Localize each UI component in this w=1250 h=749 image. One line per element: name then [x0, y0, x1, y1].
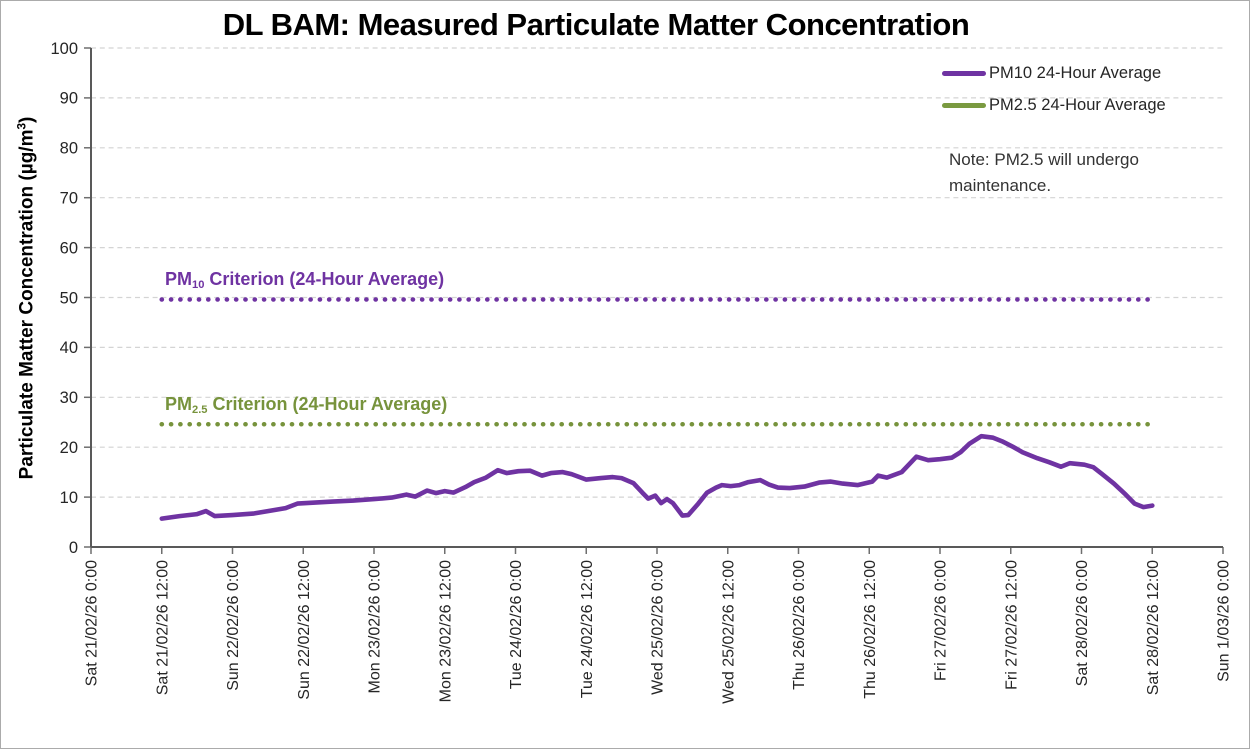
x-tick-label: Tue 24/02/26 0:00: [508, 560, 525, 689]
y-tick-label: 100: [50, 40, 78, 58]
y-tick-labels: 0 10 20 30 40 50 60 70 80 90 100: [50, 40, 78, 557]
pm25-criterion-rest: Criterion (24-Hour Average): [207, 394, 448, 414]
x-tick-label: Mon 23/02/26 0:00: [367, 560, 384, 694]
x-tick-label: Thu 26/02/26 0:00: [791, 560, 808, 690]
pm10-criterion-sub: 10: [192, 278, 205, 291]
x-tick-label: Sun 22/02/26 0:00: [225, 560, 242, 691]
x-tick-label: Wed 25/02/26 12:00: [720, 560, 737, 704]
legend: PM10 24-Hour Average PM2.5 24-Hour Avera…: [942, 61, 1166, 118]
pm10-criterion-label: PM10 Criterion (24-Hour Average): [165, 269, 445, 291]
x-tick-label: Sat 28/02/26 0:00: [1074, 560, 1091, 686]
legend-item-pm10[interactable]: PM10 24-Hour Average: [942, 61, 1166, 86]
y-tick-label: 50: [60, 289, 78, 307]
x-tick-label: Wed 25/02/26 0:00: [650, 560, 667, 695]
y-tick-label: 20: [60, 439, 78, 457]
x-tick-label: Mon 23/02/26 12:00: [437, 560, 454, 702]
pm25-criterion-label: PM2.5 Criterion (24-Hour Average): [165, 394, 448, 416]
y-tick-label: 30: [60, 389, 78, 407]
pm25-criterion-sub: 2.5: [192, 403, 208, 416]
legend-label-pm10: PM10 24-Hour Average: [989, 64, 1162, 82]
pm10-criterion-prefix: PM: [165, 269, 192, 289]
pm10-series-line: [159, 433, 1155, 521]
x-tick-label: Sun 22/02/26 12:00: [296, 560, 313, 700]
note-text: Note: PM2.5 will undergo maintenance.: [949, 150, 1139, 195]
axes: [84, 47, 1224, 554]
pm25-line-swatch: [942, 103, 986, 108]
x-tick-label: Tue 24/02/26 12:00: [579, 560, 596, 698]
legend-label-pm25: PM2.5 24-Hour Average: [989, 96, 1166, 114]
x-tick-label: Sun 1/03/26 0:00: [1216, 560, 1233, 682]
gridlines: [91, 47, 1223, 498]
x-tick-label: Fri 27/02/26 12:00: [1003, 560, 1020, 690]
y-tick-label: 90: [60, 90, 78, 108]
y-tick-label: 70: [60, 189, 78, 207]
x-tick-label: Fri 27/02/26 0:00: [933, 560, 950, 681]
chart-title: DL BAM: Measured Particulate Matter Conc…: [222, 7, 970, 42]
y-tick-label: 60: [60, 239, 78, 257]
y-tick-label: 40: [60, 339, 78, 357]
pm10-line-swatch: [942, 71, 986, 76]
y-tick-label: 80: [60, 140, 78, 158]
x-tick-labels: Sat 21/02/26 0:00 Sat 21/02/26 12:00 Sun 2…: [84, 560, 1233, 704]
x-tick-label: Thu 26/02/26 12:00: [862, 560, 879, 699]
x-tick-label: Sat 28/02/26 12:00: [1145, 560, 1162, 695]
legend-item-pm25[interactable]: PM2.5 24-Hour Average: [942, 93, 1166, 118]
x-tick-label: Sat 21/02/26 12:00: [154, 560, 171, 695]
x-tick-label: Sat 21/02/26 0:00: [84, 560, 101, 686]
pm25-criterion-prefix: PM: [165, 394, 192, 414]
pm10-criterion-rest: Criterion (24-Hour Average): [204, 269, 445, 289]
y-tick-label: 10: [60, 489, 78, 507]
y-tick-label: 0: [69, 539, 78, 557]
